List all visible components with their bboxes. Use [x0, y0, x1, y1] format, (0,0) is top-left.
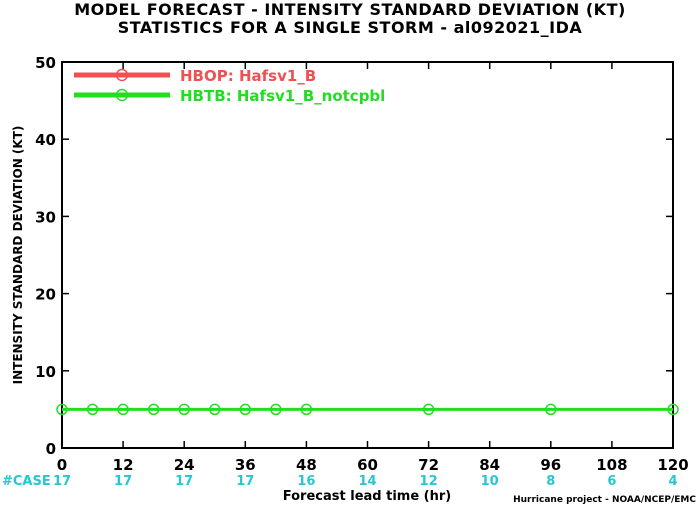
- x-tick-label: 36: [235, 456, 256, 474]
- x-tick-label: 24: [174, 456, 195, 474]
- series-point: [545, 403, 557, 416]
- x-tick-label: 84: [479, 456, 500, 474]
- axes-layer: 0171217241736174816601472128410968108612…: [2, 54, 689, 489]
- chart-subtitle: STATISTICS FOR A SINGLE STORM - al092021…: [117, 18, 583, 37]
- series-point: [178, 403, 190, 416]
- series-point: [270, 403, 282, 416]
- case-count-label: 4: [668, 474, 677, 489]
- series-point: [239, 403, 252, 416]
- legend-marker: [115, 88, 129, 102]
- case-count-label: 17: [53, 474, 71, 489]
- case-row-title: #CASE: [2, 474, 51, 489]
- case-count-label: 14: [358, 474, 376, 489]
- legend-marker: [115, 68, 129, 82]
- x-tick-label: 108: [596, 456, 627, 474]
- chart-title: MODEL FORECAST - INTENSITY STANDARD DEVI…: [74, 0, 626, 19]
- case-count-label: 17: [236, 474, 254, 489]
- y-tick-label: 30: [35, 208, 56, 226]
- x-tick-label: 96: [540, 456, 561, 474]
- series-layer: [56, 403, 679, 416]
- case-count-label: 6: [607, 474, 616, 489]
- case-count-label: 16: [297, 474, 315, 489]
- series-point: [422, 403, 435, 416]
- x-tick-label: 48: [296, 456, 317, 474]
- case-count-label: 8: [546, 474, 555, 489]
- y-tick-label: 50: [35, 54, 56, 72]
- case-count-label: 17: [175, 474, 193, 489]
- y-axis-label: INTENSITY STANDARD DEVIATION (KT): [11, 126, 25, 385]
- y-tick-label: 0: [46, 440, 56, 458]
- y-tick-label: 20: [35, 286, 56, 304]
- series-point: [300, 403, 313, 416]
- x-tick-label: 12: [113, 456, 134, 474]
- series-point: [86, 403, 99, 416]
- x-axis-label: Forecast lead time (hr): [283, 489, 451, 504]
- credit-text: Hurricane project - NOAA/NCEP/EMC: [513, 495, 696, 505]
- case-count-label: 17: [114, 474, 132, 489]
- legend-label: HBTB: Hafsv1_B_notcpbl: [180, 87, 385, 105]
- series-point: [209, 403, 221, 416]
- case-count-label: 10: [481, 474, 499, 489]
- series-point: [667, 403, 679, 416]
- y-tick-label: 10: [35, 363, 56, 381]
- x-tick-label: 0: [57, 456, 67, 474]
- series-point: [117, 403, 129, 416]
- y-tick-label: 40: [35, 131, 56, 149]
- x-tick-label: 120: [657, 456, 688, 474]
- series-point: [56, 403, 68, 416]
- x-tick-label: 60: [357, 456, 378, 474]
- legend-label: HBOP: Hafsv1_B: [180, 67, 316, 85]
- legend: HBOP: Hafsv1_B HBTB: Hafsv1_B_notcpbl: [74, 67, 385, 105]
- case-count-label: 12: [420, 474, 438, 489]
- x-tick-label: 72: [418, 456, 439, 474]
- plot-frame: [61, 61, 674, 449]
- series-point: [147, 403, 160, 416]
